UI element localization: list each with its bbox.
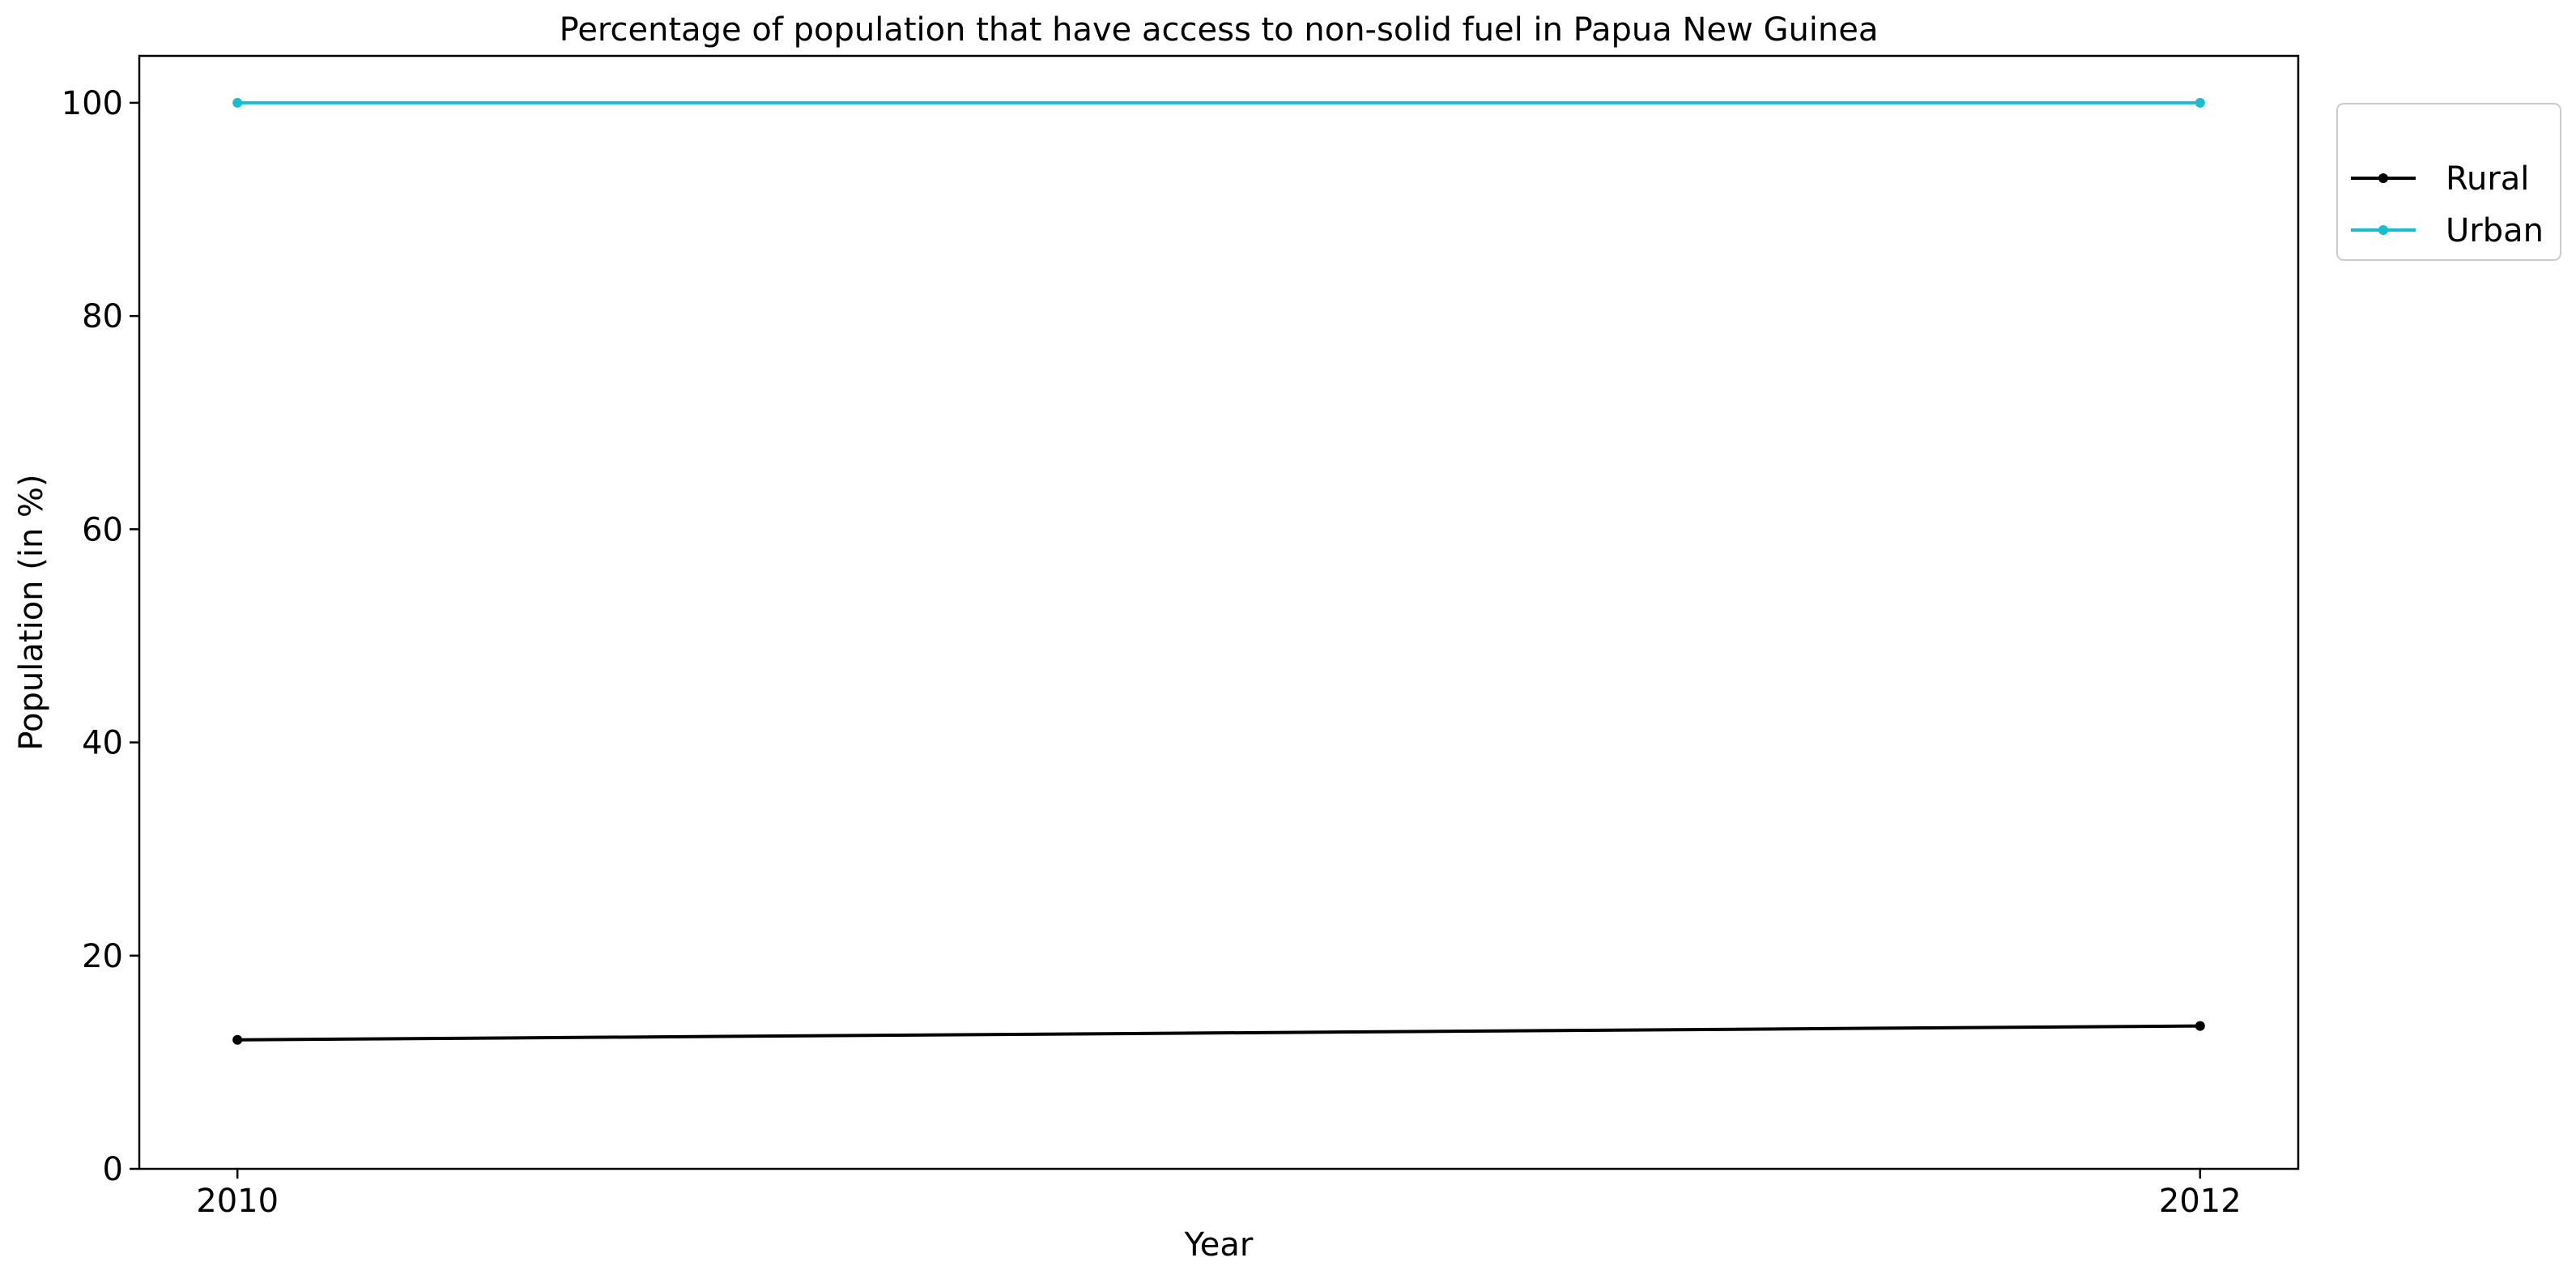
legend-box: [2336, 103, 2561, 261]
x-tick-label: 2012: [2159, 1183, 2242, 1220]
y-tick-label: 0: [103, 1151, 123, 1188]
legend: Rural Urban: [2336, 103, 2561, 261]
y-tick-label: 100: [62, 85, 123, 122]
plot-area-frame: [138, 54, 2300, 1170]
y-tick-label: 80: [82, 298, 123, 335]
legend-label-urban: Urban: [2446, 212, 2544, 249]
series-line-rural: [236, 1024, 2202, 1042]
data-point-urban: [232, 97, 243, 108]
x-axis-label: Year: [1184, 1226, 1254, 1264]
y-tick-label: 40: [82, 725, 123, 762]
series-layer: [232, 97, 2205, 1045]
data-point-rural: [2195, 1021, 2205, 1031]
legend-marker-rural: [2378, 173, 2388, 183]
data-point-rural: [232, 1034, 243, 1045]
y-tick-label: 60: [82, 511, 123, 548]
y-axis-label: Population (in %): [13, 474, 50, 750]
legend-label-rural: Rural: [2446, 160, 2529, 198]
legend-items: Rural Urban: [2351, 160, 2544, 249]
legend-marker-urban: [2378, 225, 2388, 235]
chart-title: Percentage of population that have acces…: [560, 11, 1879, 49]
data-point-urban: [2195, 97, 2205, 108]
x-axis-ticks: 2010 2012: [196, 1169, 2242, 1220]
x-tick-label: 2010: [196, 1183, 279, 1220]
y-tick-label: 20: [82, 938, 123, 975]
y-axis-ticks: 0 20 40 60 80 100: [62, 85, 139, 1188]
